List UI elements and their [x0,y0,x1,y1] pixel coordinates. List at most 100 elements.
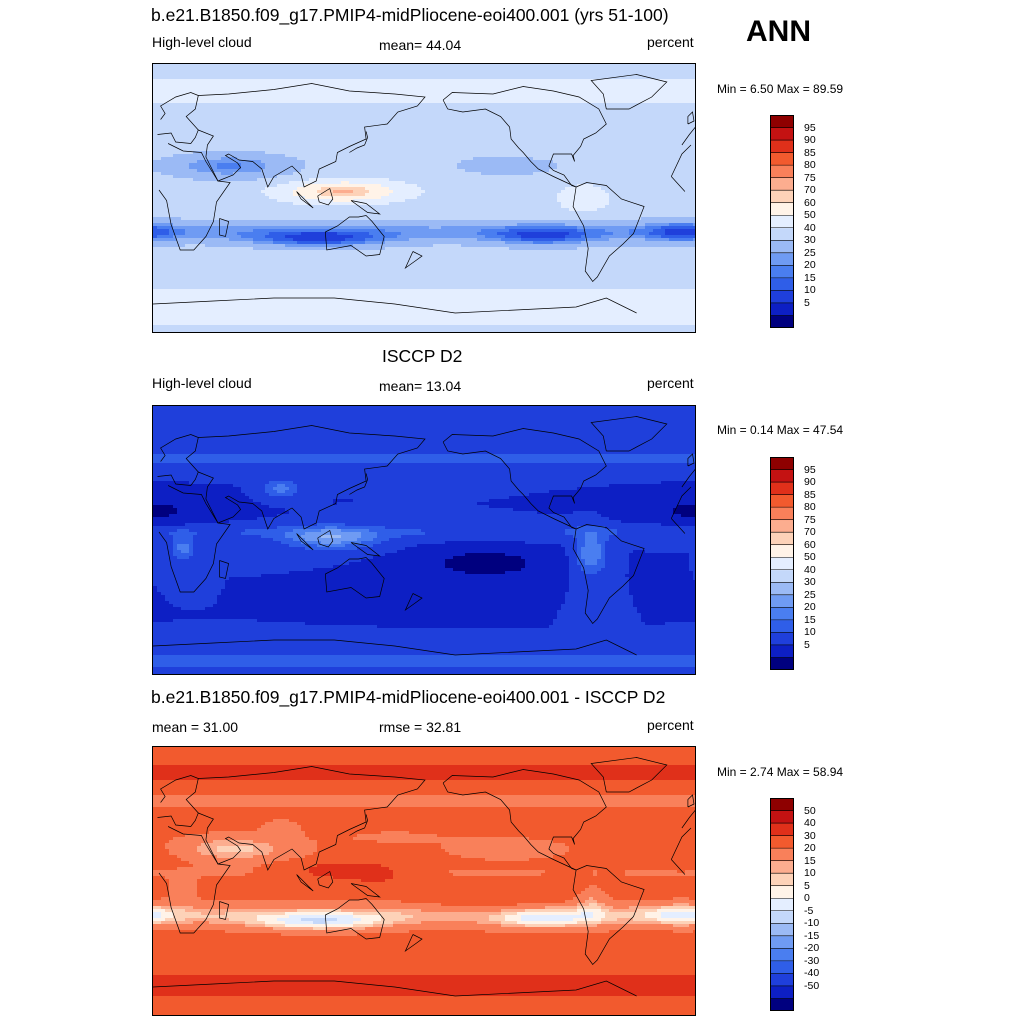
colorbar-label: 5 [804,640,810,651]
colorbar-swatch [770,177,794,191]
coastline [198,425,426,530]
panel-2-title: ISCCP D2 [382,347,462,366]
coastline [324,898,385,940]
colorbar-label: 30 [804,830,816,841]
colorbar-label: 70 [804,185,816,196]
coastline [442,86,607,188]
coastline [350,883,381,898]
colorbar-swatch [770,165,794,179]
colorbar-swatch [770,457,794,470]
colorbar-swatch [770,594,794,608]
coastline [687,453,695,467]
panel-3-rmse-label: rmse = 32.81 [379,720,461,734]
colorbar-swatch [770,973,794,987]
coastline [153,980,637,997]
colorbar-swatch [770,115,794,128]
colorbar-label: -50 [804,981,819,992]
colorbar-swatch [770,898,794,912]
coastline [317,187,334,206]
coastline [324,557,385,599]
colorbar-label: 20 [804,843,816,854]
colorbar-label: -5 [804,906,813,917]
season-label: ANN [746,17,811,47]
colorbar-swatch [770,240,794,254]
colorbar-swatch [770,277,794,291]
coastline [157,92,695,146]
coastline [442,428,607,530]
coastline [590,74,668,110]
colorbar-swatch [770,127,794,141]
colorbar-label: 90 [804,477,816,488]
colorbar-swatch [770,140,794,153]
panel-1-map [152,63,696,333]
coastline [572,524,645,625]
colorbar-swatch [770,190,794,204]
colorbar-swatch [770,507,794,521]
colorbar-swatch [770,948,794,962]
colorbar-swatch [770,873,794,887]
panel-2-variable-label: High-level cloud [152,376,252,390]
coastline [349,473,368,495]
colorbar-swatch [770,998,794,1011]
coastline [572,865,645,966]
colorbar-swatch [770,290,794,304]
colorbar-label: 95 [804,464,816,475]
colorbar-swatch [770,923,794,937]
colorbar-label: -40 [804,968,819,979]
colorbar-swatch [770,152,794,166]
coastline [349,131,368,153]
colorbar-swatch [770,532,794,546]
colorbar-label: 60 [804,197,816,208]
colorbar-label: 5 [804,880,810,891]
colorbar-label: 60 [804,539,816,550]
coastline [157,775,695,829]
coastline [158,143,692,251]
colorbar-label: 80 [804,160,816,171]
colorbar-label: 50 [804,805,816,816]
colorbar-swatch [770,494,794,508]
panel-1-mean-label: mean= 44.04 [379,38,461,52]
coastline [317,529,334,548]
colorbar-label: 80 [804,502,816,513]
colorbar-label: 40 [804,565,816,576]
colorbar-swatch [770,848,794,862]
panel-3-colorbar [770,798,794,1011]
colorbar-swatch [770,798,794,811]
colorbar-label: 15 [804,273,816,284]
colorbar-label: 85 [804,147,816,158]
colorbar-swatch [770,227,794,241]
panel-3-mean-label: mean = 31.00 [152,720,238,734]
coastline [296,874,314,892]
colorbar-label: 5 [804,298,810,309]
colorbar-label: 25 [804,248,816,259]
colorbar-swatch [770,885,794,899]
colorbar-swatch [770,544,794,558]
colorbar-swatch [770,202,794,216]
coastline [350,200,381,215]
panel-1-title: b.e21.B1850.f09_g17.PMIP4-midPliocene-eo… [151,6,669,25]
coastline [153,639,637,656]
colorbar-swatch [770,519,794,533]
colorbar-label: 50 [804,210,816,221]
colorbar-swatch [770,935,794,949]
panel-2-colorbar [770,457,794,670]
colorbar-swatch [770,910,794,924]
colorbar-label: 75 [804,172,816,183]
panel-1-variable-label: High-level cloud [152,35,252,49]
colorbar-label: 30 [804,577,816,588]
coastline [404,934,423,953]
colorbar-label: 90 [804,135,816,146]
panel-1-colorbar [770,115,794,328]
coastline [219,560,230,579]
colorbar-swatch [770,315,794,328]
coastline [158,485,692,593]
coastline [404,251,423,270]
coastline [198,766,426,871]
colorbar-swatch [770,215,794,229]
panel-2-units-label: percent [647,376,694,390]
colorbar-label: 10 [804,627,816,638]
colorbar-swatch [770,557,794,571]
colorbar-swatch [770,619,794,633]
colorbar-label: -20 [804,943,819,954]
coastline [219,901,230,920]
